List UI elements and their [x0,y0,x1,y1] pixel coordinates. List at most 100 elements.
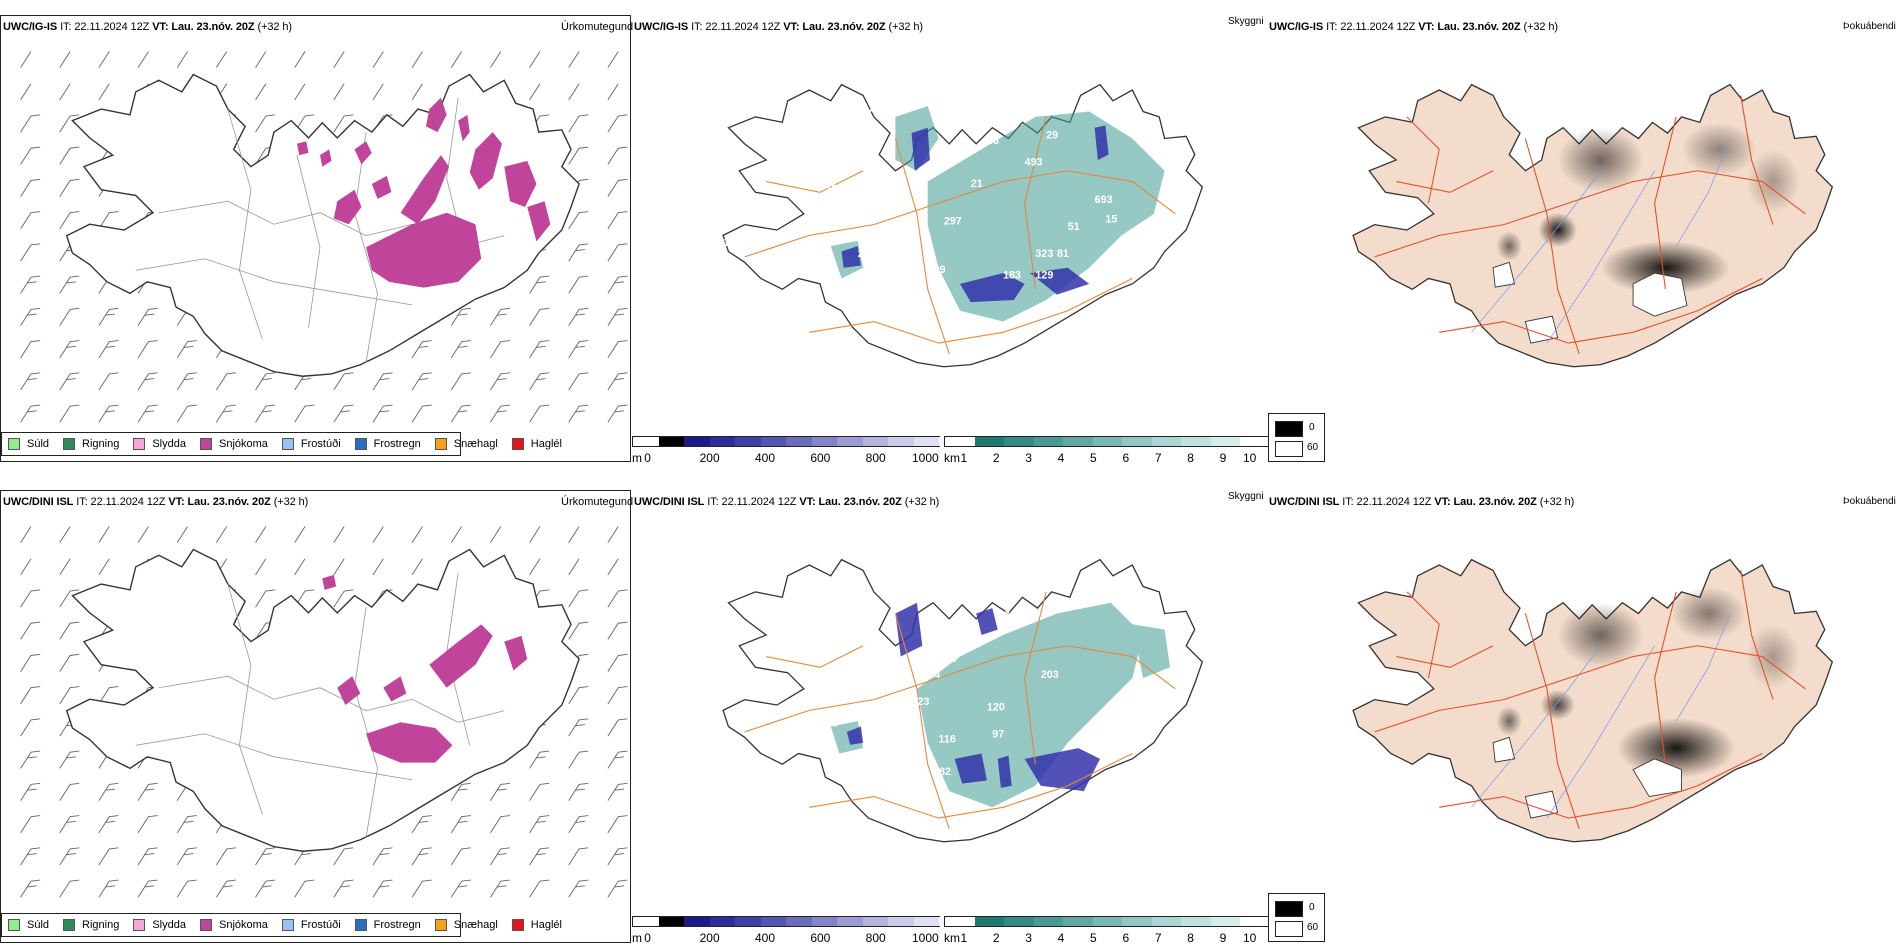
legend-label: Slydda [152,438,186,450]
precip-type-map [20,51,628,423]
colorbar-unit: m [632,931,642,945]
precip-type-label: Úrkomutegund [561,21,634,33]
wind-barb-icon [568,51,580,68]
wind-barb-icon [529,404,550,423]
colorbar-tick: 7 [1154,931,1162,945]
it-label: IT: [1342,496,1354,508]
model-name: UWC/IG-IS [634,21,689,33]
wind-barb-icon [568,526,580,543]
depth-label: 141 [723,237,741,249]
legend-item: Haglél [511,919,562,931]
roads [1374,95,1806,355]
wind-barb-icon [137,526,149,543]
depth-label: 16 [836,162,848,174]
colorbar-tick: 1000 [912,931,939,945]
colorbar-tick: 600 [810,931,831,945]
iceland-land [1352,83,1833,368]
wind-barb-icon [255,847,276,866]
wind-barb-icon [255,558,267,576]
wind-barb-icon [411,847,432,866]
snow-areas [296,97,551,288]
precip-type-title: UWC/IG-IS IT: 22.11.2024 12Z VT: Lau. 23… [3,21,292,33]
colorbar-cell [709,437,736,446]
wind-barb-icon [333,114,354,133]
wind-barb-icon [372,879,393,898]
roads [744,116,1176,355]
wind-barb-icon [98,404,119,423]
depth-label: 98 [879,167,891,179]
wind-barb-icon [176,847,197,866]
depth-label: 16 [842,707,854,719]
wind-barb-icon [568,718,589,737]
depth-label: 473 [885,205,903,217]
wind-barb-icon [98,340,119,359]
wind-barb-icon [411,815,432,834]
wind-barb-icon [568,589,589,608]
wind-barb-icon [215,879,236,898]
visibility-label: Skyggni [1228,491,1264,502]
wind-barb-icon [568,847,589,866]
wind-barb-icon [20,815,41,834]
legend-item: Snæhagl [434,919,498,931]
colorbar-cell [786,917,813,926]
depth-label: 90 [809,572,821,584]
wind-barb-icon [607,243,628,262]
fog-legend-swatch-white [1275,441,1303,457]
it-label: IT: [707,496,719,508]
lead-time: (+32 h) [1539,496,1575,508]
wind-barb-icon [568,879,589,898]
wind-barb-icon [333,526,345,543]
fog-title: UWC/DINI ISL IT: 22.11.2024 12Z VT: Lau.… [1269,496,1574,508]
wind-barb-icon [59,686,80,705]
wind-barb-icon [372,847,393,866]
wind-barb-icon [411,340,432,359]
wind-barb-icon [59,589,80,608]
depth-label: 12 [863,103,875,115]
wind-barb-icon [59,114,80,133]
wind-barb-icon [98,372,119,391]
wind-barb-icon [59,372,80,391]
colorbar-cell [786,437,813,446]
fog-label: Þokuábendi [1843,21,1896,32]
wind-barb-icon [20,83,32,101]
wind-barb-icon [137,51,149,68]
visibility-label: Skyggni [1228,16,1264,27]
wind-barb-icon [529,83,541,101]
wind-barb-icon [568,146,589,165]
legend-swatch [281,919,294,931]
wind-barb-icon [490,404,511,423]
lead-time: (+32 h) [273,496,309,508]
wind-barb-icon [411,558,423,576]
colorbar-tick: 1 [960,451,968,465]
wind-barb-icon [607,558,619,576]
vt-label: VT: [1418,21,1435,33]
wind-barb-icon [176,372,197,391]
depth-label: 824 [938,653,956,665]
depth-label: 51 [852,621,864,633]
precip-type-label: Úrkomutegund [561,496,634,508]
colorbar-cell [1004,437,1035,446]
vt-label: VT: [1434,496,1451,508]
row-ig-is: UWC/IG-IS IT: 22.11.2024 12Z VT: Lau. 23… [0,15,1896,465]
wind-barb-icon [490,782,511,801]
legend-swatch [8,919,20,931]
wind-barb-icon [568,211,589,230]
roads [744,591,1176,830]
wind-barb-icon [59,404,80,423]
it-value: 22.11.2024 12Z [1356,496,1432,508]
fog-legend-swatch-black [1275,901,1303,917]
wind-barb-icon [20,211,41,230]
vt-label: VT: [783,21,800,33]
legend-swatch [354,919,367,931]
wind-barb-icon [20,718,41,737]
wind-barb-icon [59,83,71,101]
colorbar-tick: 800 [865,931,886,945]
colorbar-unit: km [944,451,960,465]
lead-time: (+32 h) [888,21,924,33]
depth-label: 382 [933,766,951,778]
wind-barb-icon [294,879,315,898]
wind-barb-icon [607,879,628,898]
wind-barb-icon [59,621,80,640]
wind-barb-icon [607,275,628,294]
